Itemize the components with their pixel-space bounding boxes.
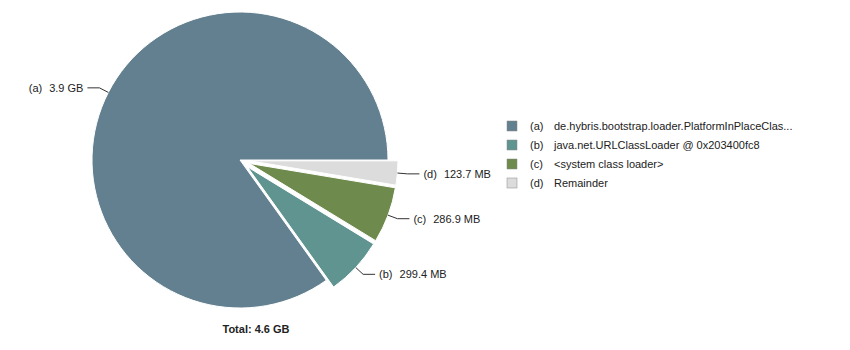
- leader-line: [388, 215, 409, 218]
- pie: (a) 3.9 GB (b) 299.4 MB (c) 286.9 MB (d) 123.7 …: [29, 12, 491, 308]
- legend-label: de.hybris.bootstrap.loader.PlatformInPla…: [554, 120, 792, 132]
- legend-swatch: [507, 140, 517, 150]
- legend-key: (c): [530, 158, 543, 170]
- data-label-value: 123.7 MB: [444, 168, 491, 180]
- data-label: (c) 286.9 MB: [413, 213, 480, 225]
- legend-key: (b): [530, 139, 543, 151]
- legend-label: java.net.URLClassLoader @ 0x203400fc8: [553, 139, 760, 151]
- pie-slice: [92, 12, 388, 308]
- leader-line: [356, 268, 375, 275]
- slices: [92, 12, 398, 308]
- data-label-value: 299.4 MB: [400, 268, 447, 280]
- total-label: Total: 4.6 GB: [222, 323, 289, 335]
- legend-label: Remainder: [554, 177, 608, 189]
- legend: (a) de.hybris.bootstrap.loader.PlatformIn…: [507, 120, 792, 189]
- data-labels: (a) 3.9 GB (b) 299.4 MB (c) 286.9 MB (d) 123.7 …: [29, 82, 491, 280]
- legend-swatch: [507, 159, 517, 169]
- data-label: (d) 123.7 MB: [423, 168, 491, 180]
- data-label-value: 286.9 MB: [433, 213, 480, 225]
- leader-line: [87, 88, 108, 93]
- chart: (a) 3.9 GB (b) 299.4 MB (c) 286.9 MB (d) 123.7 …: [0, 0, 850, 350]
- data-label-value: 3.9 GB: [49, 82, 83, 94]
- legend-key: (a): [530, 120, 543, 132]
- data-label-key: (d): [423, 168, 436, 180]
- leader-line: [397, 173, 419, 175]
- legend-swatch: [507, 121, 517, 131]
- legend-swatch: [507, 178, 517, 188]
- legend-key: (d): [530, 177, 543, 189]
- data-label: (b) 299.4 MB: [379, 268, 447, 280]
- data-label-key: (c): [413, 213, 426, 225]
- data-label-key: (b): [379, 268, 392, 280]
- pie-slice: [250, 161, 398, 185]
- data-label: (a) 3.9 GB: [29, 82, 84, 94]
- legend-label: <system class loader>: [554, 158, 663, 170]
- data-label-key: (a): [29, 82, 42, 94]
